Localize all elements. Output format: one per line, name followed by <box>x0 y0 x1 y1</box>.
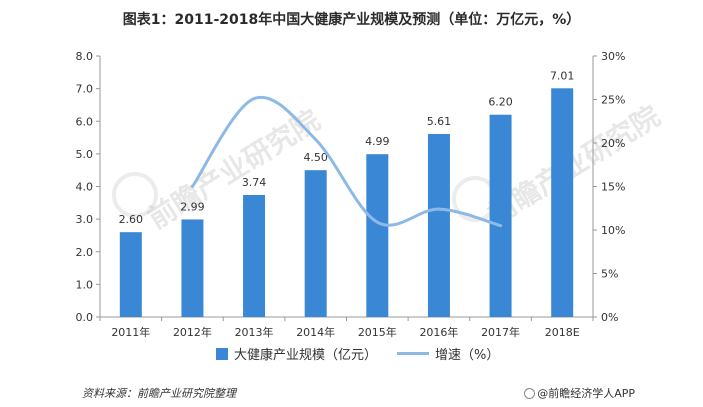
growth-line-point <box>252 97 256 101</box>
bar-data-label: 4.99 <box>365 135 390 148</box>
growth-line-point <box>190 185 194 188</box>
source-note: 资料来源：前瞻产业研究院整理 <box>82 387 236 400</box>
x-tick-label: 2013年 <box>235 325 274 339</box>
bar-data-label: 2.99 <box>180 200 205 213</box>
bar <box>551 88 574 317</box>
y-right-tick-label: 20% <box>601 137 625 150</box>
growth-line-point <box>375 220 379 224</box>
x-tick-label: 2012年 <box>173 325 212 339</box>
legend-item-line: 增速（%） <box>397 344 499 363</box>
brand-credit-text: @前瞻经济学人APP <box>537 387 635 400</box>
x-tick-label: 2017年 <box>481 325 520 339</box>
x-tick-label: 2018E <box>545 326 580 339</box>
x-tick-label: 2015年 <box>358 325 397 339</box>
bar <box>427 133 450 317</box>
bar <box>243 194 266 317</box>
legend: 大健康产业规模（亿元） 增速（%） <box>0 344 703 364</box>
bar <box>366 154 389 317</box>
y-left-tick-label: 5.0 <box>76 148 94 161</box>
growth-line-point <box>499 224 503 228</box>
bar-data-label: 4.50 <box>303 151 328 164</box>
watermark-logo-icon <box>112 172 158 218</box>
bars <box>119 88 574 317</box>
bar-data-label: 7.01 <box>550 69 575 82</box>
growth-line-point <box>314 138 318 142</box>
y-left-tick-label: 4.0 <box>76 181 94 194</box>
y-left-tick-label: 1.0 <box>76 278 94 291</box>
y-right-tick-label: 15% <box>601 181 625 194</box>
brand-credit: @前瞻经济学人APP <box>524 385 635 401</box>
growth-line-point <box>437 207 441 211</box>
bar <box>119 232 142 317</box>
y-right-tick-label: 25% <box>601 94 625 107</box>
bar <box>181 219 204 317</box>
y-right-tick-label: 0% <box>601 311 618 324</box>
legend-label-line: 增速（%） <box>435 348 500 363</box>
y-left-tick-label: 0.0 <box>76 311 94 324</box>
bar-data-label: 5.61 <box>427 115 452 128</box>
legend-item-bar: 大健康产业规模（亿元） <box>216 344 377 363</box>
legend-swatch-bar <box>216 347 228 360</box>
y-left-tick-label: 8.0 <box>76 50 94 63</box>
bar <box>489 114 512 317</box>
brand-logo-icon <box>524 388 536 399</box>
x-tick-label: 2011年 <box>111 325 150 339</box>
bar <box>304 170 327 317</box>
x-tick-label: 2014年 <box>296 325 335 339</box>
y-left-tick-label: 6.0 <box>76 115 94 128</box>
legend-label-bar: 大健康产业规模（亿元） <box>234 348 378 363</box>
ticks: 0.0 1.0 2.0 3.0 4.0 5.0 6.0 7.0 8.0 0% 5% 10% 15% 20%… <box>76 50 626 339</box>
growth-line-path <box>190 95 503 228</box>
y-right-tick-label: 30% <box>601 50 625 63</box>
legend-swatch-line <box>397 352 429 355</box>
chart-title: 图表1：2011-2018年中国大健康产业规模及预测（单位：万亿元，%） <box>122 12 581 28</box>
y-left-tick-label: 3.0 <box>76 213 94 226</box>
y-left-tick-label: 7.0 <box>76 83 94 96</box>
bar-labels: 2.60 2.99 3.74 4.50 4.99 5.61 6.20 7.01 <box>119 69 575 226</box>
x-tick-label: 2016年 <box>419 325 458 339</box>
y-left-tick-label: 2.0 <box>76 246 94 259</box>
bar-data-label: 2.60 <box>119 213 144 226</box>
y-right-tick-label: 10% <box>601 224 625 237</box>
growth-line <box>190 95 503 228</box>
bar-data-label: 3.74 <box>242 176 267 189</box>
bar-data-label: 6.20 <box>488 96 513 109</box>
y-right-tick-label: 5% <box>601 268 618 281</box>
